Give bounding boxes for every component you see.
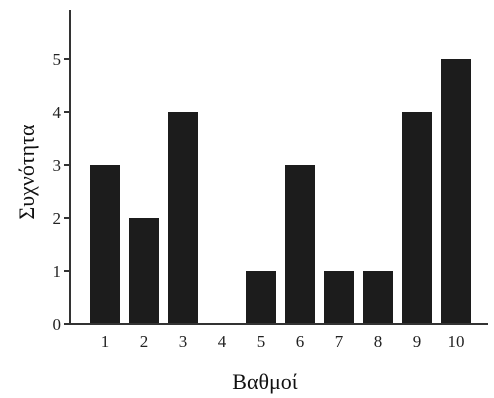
y-tick-label: 3 [53,156,62,175]
x-axis-tick-labels: 1 2 3 4 5 6 7 8 9 10 [101,332,465,351]
x-tick-label: 4 [218,332,227,351]
bar-7 [324,271,354,324]
bar-5 [246,271,276,324]
bar-10 [441,59,471,324]
x-tick-label: 9 [413,332,422,351]
bar-3 [168,112,198,324]
bar-8 [363,271,393,324]
x-tick-label: 3 [179,332,188,351]
x-tick-label: 7 [335,332,344,351]
x-tick-label: 8 [374,332,383,351]
y-tick-label: 5 [53,50,62,69]
bar-2 [129,218,159,324]
x-tick-label: 5 [257,332,266,351]
x-tick-label: 2 [140,332,149,351]
y-tick-label: 4 [53,103,62,122]
y-axis-title: Συχνότητα [14,124,39,220]
x-tick-label: 10 [448,332,465,351]
x-tick-label: 1 [101,332,110,351]
y-tick-label: 0 [53,315,62,334]
bar-1 [90,165,120,324]
y-tick-label: 2 [53,209,62,228]
x-axis-title: Βαθμοί [232,369,298,394]
bar-9 [402,112,432,324]
bar-series [90,59,471,324]
y-axis-ticks: 0 1 2 3 4 5 [53,50,70,334]
y-tick-label: 1 [53,262,62,281]
bar-6 [285,165,315,324]
x-tick-label: 6 [296,332,305,351]
